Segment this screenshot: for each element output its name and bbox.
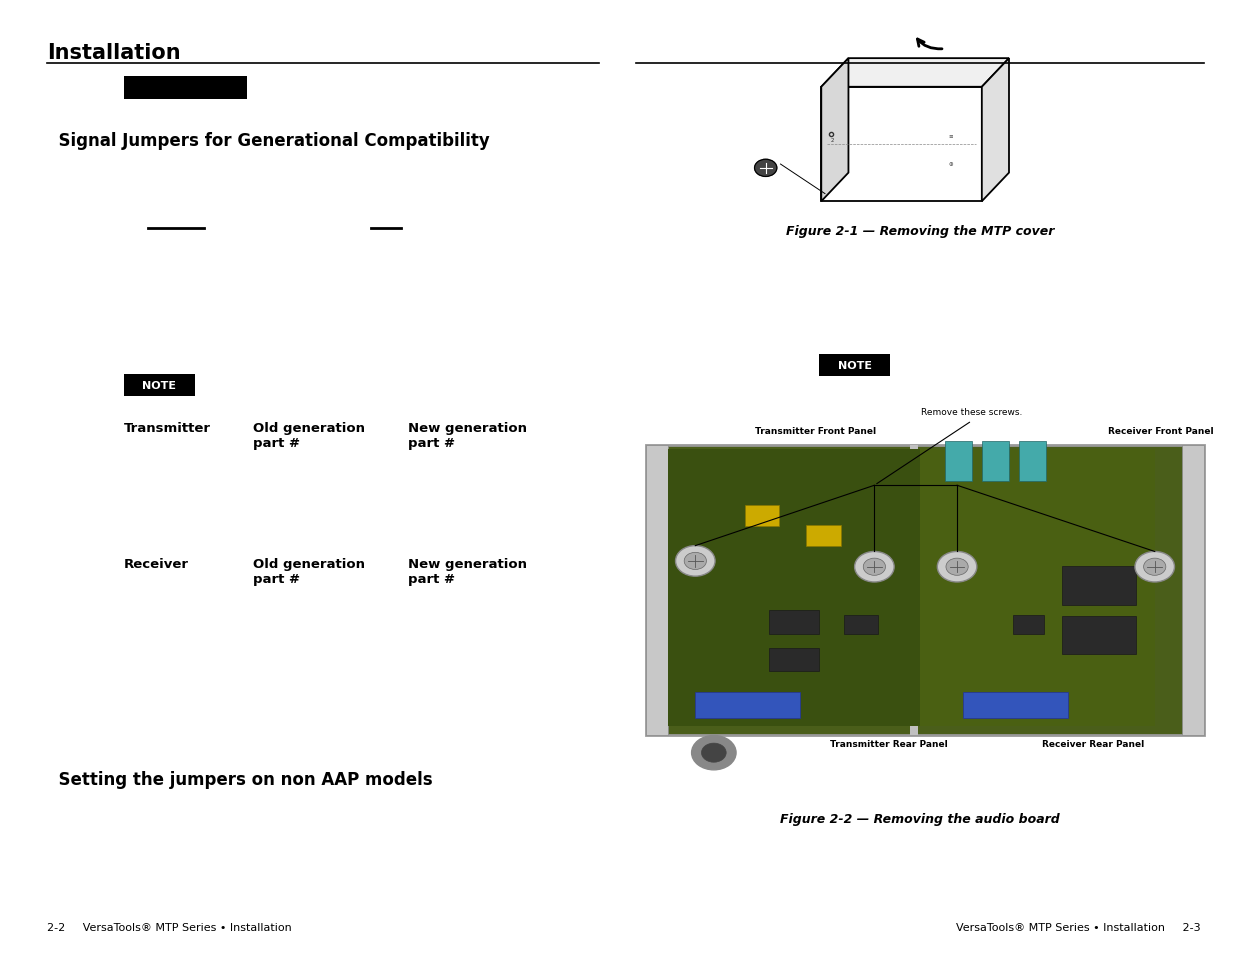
- Polygon shape: [821, 59, 848, 202]
- Bar: [646, 445, 668, 736]
- Bar: [695, 692, 800, 719]
- Circle shape: [946, 558, 968, 576]
- Bar: [920, 450, 1155, 726]
- Text: Signal Jumpers for Generational Compatibility: Signal Jumpers for Generational Compatib…: [47, 132, 490, 150]
- Bar: [1062, 567, 1136, 605]
- Bar: [1019, 441, 1046, 481]
- Bar: [844, 615, 878, 634]
- Text: 2-2     VersaTools® MTP Series • Installation: 2-2 VersaTools® MTP Series • Installatio…: [47, 923, 291, 932]
- Text: Transmitter Front Panel: Transmitter Front Panel: [755, 427, 876, 436]
- Bar: [1013, 615, 1044, 634]
- Circle shape: [855, 552, 894, 582]
- Text: New generation
part #: New generation part #: [408, 558, 526, 585]
- Text: NOTE: NOTE: [837, 360, 872, 371]
- Circle shape: [937, 552, 977, 582]
- Text: VersaTools® MTP Series • Installation     2-3: VersaTools® MTP Series • Installation 2-…: [956, 923, 1200, 932]
- Polygon shape: [982, 59, 1009, 202]
- Circle shape: [1135, 552, 1174, 582]
- Circle shape: [701, 743, 726, 762]
- Bar: [819, 355, 890, 376]
- Text: Setting the jumpers on non AAP models: Setting the jumpers on non AAP models: [47, 770, 432, 788]
- Text: Figure 2-1 — Removing the MTP cover: Figure 2-1 — Removing the MTP cover: [785, 225, 1055, 238]
- Text: 2: 2: [831, 137, 834, 143]
- Circle shape: [692, 736, 736, 770]
- Circle shape: [863, 558, 885, 576]
- Text: ≡: ≡: [948, 132, 953, 138]
- Text: NOTE: NOTE: [142, 380, 177, 391]
- Bar: [124, 77, 247, 100]
- Text: Receiver Front Panel: Receiver Front Panel: [1108, 427, 1214, 436]
- Text: Remove these screws.: Remove these screws.: [921, 408, 1023, 416]
- Bar: [910, 445, 918, 736]
- Bar: [769, 648, 819, 672]
- Bar: [745, 505, 779, 526]
- Circle shape: [676, 546, 715, 577]
- Text: Installation: Installation: [47, 43, 180, 63]
- Bar: [806, 526, 841, 547]
- Bar: [646, 445, 1204, 736]
- Circle shape: [755, 160, 777, 177]
- Polygon shape: [821, 59, 1009, 88]
- Text: Receiver Rear Panel: Receiver Rear Panel: [1042, 740, 1144, 748]
- Text: Old generation
part #: Old generation part #: [253, 421, 366, 449]
- Text: Old generation
part #: Old generation part #: [253, 558, 366, 585]
- Bar: [769, 610, 819, 634]
- Text: Transmitter: Transmitter: [124, 421, 210, 435]
- Circle shape: [684, 553, 706, 570]
- Text: ⊕: ⊕: [948, 161, 953, 167]
- Text: Transmitter Rear Panel: Transmitter Rear Panel: [830, 740, 948, 748]
- Text: New generation
part #: New generation part #: [408, 421, 526, 449]
- Bar: [945, 441, 972, 481]
- Bar: [1062, 617, 1136, 655]
- Circle shape: [1144, 558, 1166, 576]
- Polygon shape: [821, 88, 982, 202]
- Bar: [668, 450, 925, 726]
- Text: Figure 2-2 — Removing the audio board: Figure 2-2 — Removing the audio board: [781, 812, 1060, 825]
- Bar: [1182, 445, 1204, 736]
- Text: Receiver: Receiver: [124, 558, 189, 571]
- Bar: [124, 375, 195, 396]
- Bar: [982, 441, 1009, 481]
- Bar: [963, 692, 1068, 719]
